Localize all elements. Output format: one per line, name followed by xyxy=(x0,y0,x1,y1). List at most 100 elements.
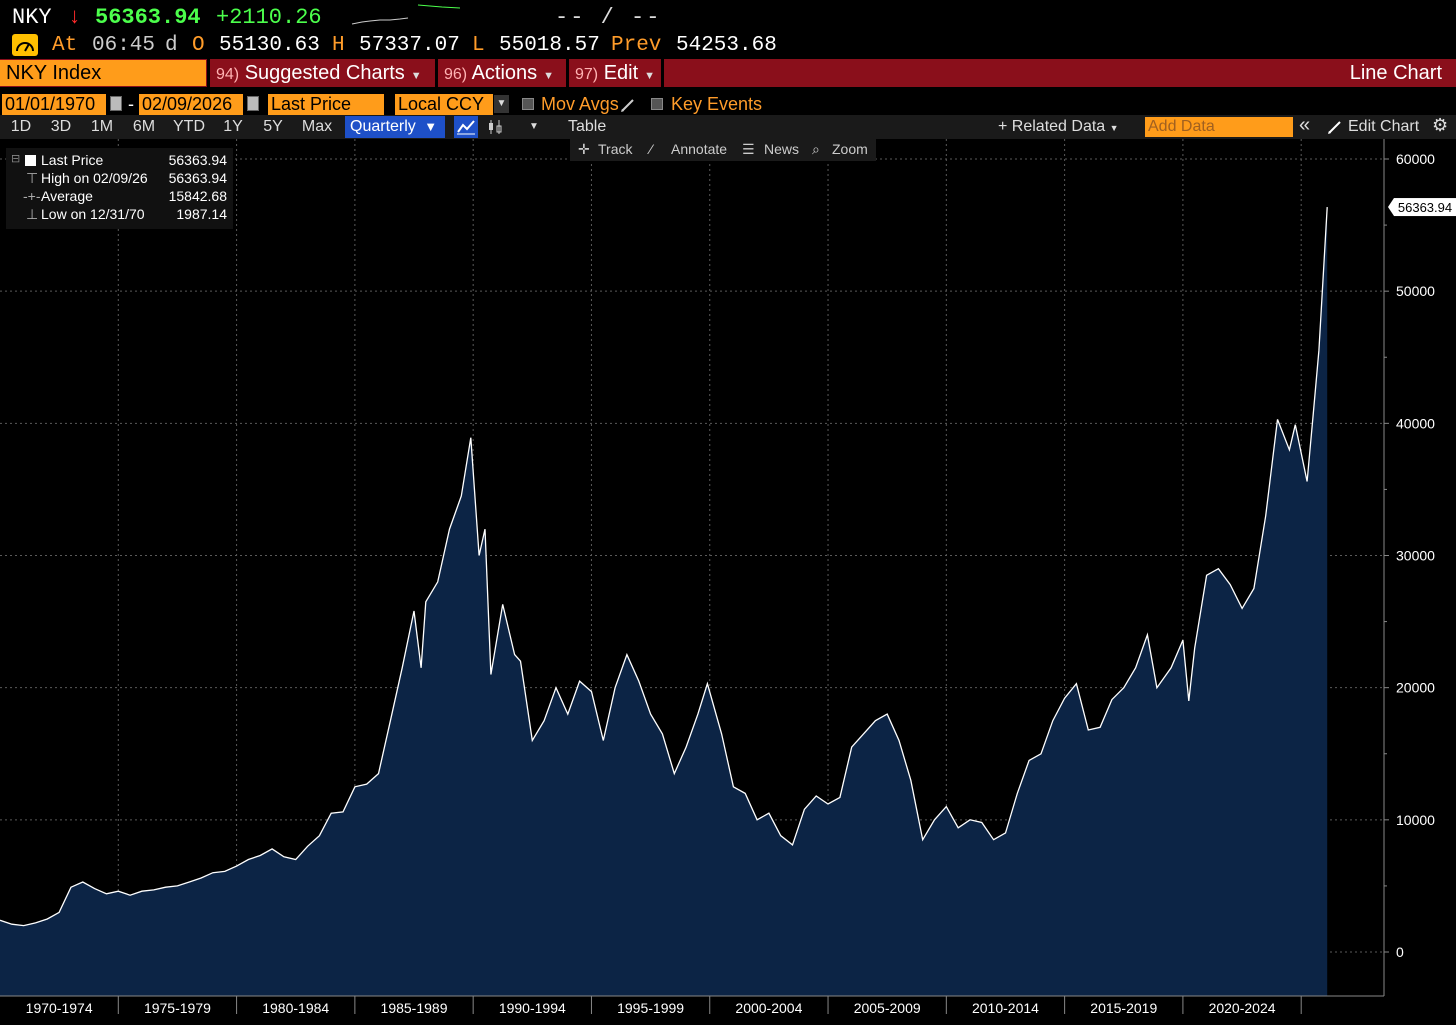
y-tick-label: 30000 xyxy=(1396,548,1435,564)
x-tick-label: 1990-1994 xyxy=(499,1000,566,1016)
down-arrow-icon: ↓ xyxy=(68,5,82,30)
pencil-icon[interactable] xyxy=(620,97,636,113)
actions-label: Actions xyxy=(471,62,538,84)
period-1y[interactable]: 1Y xyxy=(223,118,243,135)
edit-chart-button[interactable]: Edit Chart xyxy=(1348,118,1420,135)
period-5y[interactable]: 5Y xyxy=(263,118,283,135)
x-tick-label: 2020-2024 xyxy=(1209,1000,1276,1016)
security-field[interactable]: NKY Index xyxy=(0,60,206,86)
average-marker-icon: -+- xyxy=(23,188,41,204)
x-tick-label: 2000-2004 xyxy=(735,1000,802,1016)
gear-icon[interactable]: ⚙ xyxy=(1432,115,1449,135)
caret-down-icon: ▼ xyxy=(424,119,438,134)
legend-last-label: Last Price xyxy=(41,152,104,168)
candlestick-icon[interactable] xyxy=(486,118,504,136)
suggested-charts-menu[interactable]: 94) Suggested Charts ▼ xyxy=(207,59,435,87)
zoom-icon[interactable]: ⌕ xyxy=(812,141,820,157)
y-tick-label: 20000 xyxy=(1396,680,1435,696)
caret-down-icon: ▼ xyxy=(1109,123,1119,133)
annotate-icon[interactable]: ⁄ xyxy=(650,141,653,157)
zoom-button[interactable]: Zoom xyxy=(832,141,868,157)
y-tick-label: 0 xyxy=(1396,944,1404,960)
related-data-button[interactable]: + Related Data ▼ xyxy=(998,117,1119,138)
news-button[interactable]: News xyxy=(764,141,800,157)
y-tick-label: 50000 xyxy=(1396,283,1435,299)
add-data-input[interactable]: Add Data xyxy=(1145,117,1293,137)
last-value-marker: 56363.94 xyxy=(1388,198,1456,217)
y-tick-label: 10000 xyxy=(1396,812,1435,828)
actions-menu[interactable]: 96) Actions ▼ xyxy=(435,59,566,87)
calendar-icon[interactable] xyxy=(247,96,259,111)
annotate-button[interactable]: Annotate xyxy=(671,141,728,157)
period-3d[interactable]: 3D xyxy=(50,118,72,135)
suggested-charts-label: Suggested Charts xyxy=(244,62,405,84)
day-label: d xyxy=(165,34,178,57)
chart-settings-bar: 01/01/1970 - 02/09/2026 Last Price Local… xyxy=(0,92,1456,116)
crosshair-icon[interactable]: ✛ xyxy=(578,141,590,157)
frequency-label: Quarterly xyxy=(350,118,416,135)
price-chart[interactable]: 0 10000 20000 30000 40000 50000 60000 1970-197… xyxy=(0,139,1456,1025)
intraday-sparkline-icon xyxy=(351,4,461,25)
low-label: L xyxy=(472,34,485,57)
news-icon[interactable]: ☰ xyxy=(742,141,755,157)
realtime-gauge-icon[interactable] xyxy=(12,34,38,56)
price-area xyxy=(0,207,1328,997)
x-axis: 1970-1974 1975-1979 1980-1984 1985-1989 1990… xyxy=(26,996,1302,1016)
prev-label: Prev xyxy=(611,34,662,57)
field-select[interactable]: Last Price xyxy=(268,94,384,115)
chart-legend[interactable]: ⊟ Last Price 56363.94 ⊤ High on 02/09/26… xyxy=(6,148,233,229)
quote-bar: At 06:45 d O 55130.63 H 57337.07 L 55018… xyxy=(0,33,1456,59)
mov-avgs-label[interactable]: Mov Avgs xyxy=(541,94,619,114)
frequency-dropdown[interactable]: Quarterly ▼ xyxy=(345,116,445,138)
x-tick-label: 2010-2014 xyxy=(972,1000,1039,1016)
y-tick-label: 60000 xyxy=(1396,151,1435,167)
chart-toolbar: 1D 3D 1M 6M YTD 1Y 5Y Max Quarterly ▼ ▼ … xyxy=(0,115,1456,139)
chart-type-title: Line Chart xyxy=(1349,62,1442,84)
table-button[interactable]: Table xyxy=(568,118,607,135)
chevron-down-icon[interactable]: ▼ xyxy=(529,121,539,132)
suggested-charts-number: 94) xyxy=(216,66,240,83)
currency-select[interactable]: Local CCY xyxy=(395,94,493,115)
calendar-icon[interactable] xyxy=(110,96,122,111)
legend-high-label: High on 02/09/26 xyxy=(41,170,148,186)
period-max[interactable]: Max xyxy=(301,118,333,135)
ticker-symbol: NKY xyxy=(12,5,52,30)
caret-down-icon: ▼ xyxy=(644,70,656,82)
low-marker-icon: ⊥ xyxy=(26,206,39,222)
start-date-field[interactable]: 01/01/1970 xyxy=(2,94,106,115)
key-events-checkbox[interactable] xyxy=(651,98,663,110)
collapse-icon[interactable]: « xyxy=(1299,114,1311,136)
open-value: 55130.63 xyxy=(219,34,320,57)
x-tick-label: 1980-1984 xyxy=(262,1000,329,1016)
mov-avgs-checkbox[interactable] xyxy=(522,98,534,110)
edit-label: Edit xyxy=(603,62,639,84)
last-value-box xyxy=(1394,198,1456,217)
x-tick-label: 1975-1979 xyxy=(144,1000,211,1016)
chart-tools: ✛ Track ⁄ Annotate ☰ News ⌕ Zoom xyxy=(570,139,876,161)
period-1d[interactable]: 1D xyxy=(10,118,32,135)
legend-last-value: 56363.94 xyxy=(168,152,227,168)
key-events-label[interactable]: Key Events xyxy=(671,94,763,114)
bid-ask: -- / -- xyxy=(555,5,662,30)
line-chart-icon[interactable] xyxy=(454,116,478,138)
last-value-pointer xyxy=(1388,198,1394,217)
collapse-icon[interactable]: ⊟ xyxy=(11,153,21,165)
x-tick-label: 2005-2009 xyxy=(854,1000,921,1016)
legend-average-value: 15842.68 xyxy=(168,188,227,204)
end-date-field[interactable]: 02/09/2026 xyxy=(139,94,243,115)
pencil-icon[interactable] xyxy=(1327,119,1343,135)
period-ytd[interactable]: YTD xyxy=(173,118,205,135)
edit-menu[interactable]: 97) Edit ▼ xyxy=(566,59,664,87)
high-value: 57337.07 xyxy=(359,34,460,57)
x-tick-label: 1985-1989 xyxy=(381,1000,448,1016)
open-label: O xyxy=(192,34,205,57)
period-1m[interactable]: 1M xyxy=(90,118,114,135)
prev-value: 54253.68 xyxy=(676,34,777,57)
track-button[interactable]: Track xyxy=(598,141,633,157)
x-tick-label: 1995-1999 xyxy=(617,1000,684,1016)
ticker-header: NKY ↓ 56363.94 +2110.26 -- / -- xyxy=(0,0,1456,34)
legend-row-low: ⊥ Low on 12/31/70 1987.14 xyxy=(6,206,233,224)
y-tick-label: 40000 xyxy=(1396,415,1435,431)
chevron-down-icon[interactable]: ▼ xyxy=(494,95,509,113)
period-6m[interactable]: 6M xyxy=(132,118,156,135)
